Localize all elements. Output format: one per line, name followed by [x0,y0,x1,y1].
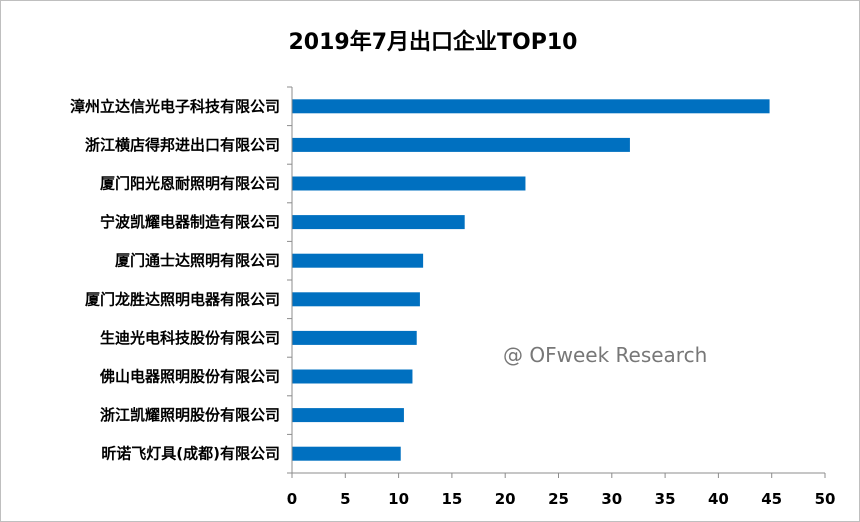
bar-3 [292,176,526,191]
x-tick-label-25: 25 [548,490,569,508]
x-tick-label-50: 50 [815,490,836,508]
x-tick-label-45: 45 [761,490,782,508]
bar-5 [292,253,424,268]
category-label-1: 漳州立达信光电子科技有限公司 [70,97,280,115]
x-tick-label-40: 40 [708,490,729,508]
chart-title: 2019年7月出口企业TOP10 [289,29,578,55]
bar-4 [292,215,465,230]
category-label-5: 厦门通士达照明有限公司 [115,252,280,270]
bar-6 [292,292,420,307]
x-tick-label-10: 10 [388,490,409,508]
watermark-annotation: @ OFweek Research [503,343,707,367]
category-label-9: 浙江凯耀照明股份有限公司 [100,406,280,424]
category-label-7: 生迪光电科技股份有限公司 [100,329,280,347]
x-tick-label-5: 5 [340,490,350,508]
category-label-6: 厦门龙胜达照明电器有限公司 [85,290,280,308]
x-tick-label-0: 0 [287,490,297,508]
bars-group [292,99,770,461]
category-label-2: 浙江横店得邦进出口有限公司 [85,136,280,154]
category-label-8: 佛山电器照明股份有限公司 [99,368,280,386]
x-tick-labels: 0 5 10 15 20 25 30 35 40 45 50 [287,490,836,508]
category-label-4: 宁波凯耀电器制造有限公司 [100,213,280,231]
bar-8 [292,369,413,384]
x-tick-label-30: 30 [601,490,622,508]
bar-1 [292,99,770,114]
x-tick-label-35: 35 [655,490,676,508]
bar-10 [292,446,401,461]
bar-9 [292,408,404,423]
category-label-3: 厦门阳光恩耐照明有限公司 [100,175,280,193]
x-tick-label-15: 15 [441,490,462,508]
category-label-10: 昕诺飞灯具(成都)有限公司 [101,445,280,463]
axes [287,86,826,478]
x-tick-label-20: 20 [495,490,516,508]
bar-7 [292,330,417,345]
category-labels: 漳州立达信光电子科技有限公司浙江横店得邦进出口有限公司厦门阳光恩耐照明有限公司宁… [70,97,280,462]
bar-2 [292,137,630,152]
